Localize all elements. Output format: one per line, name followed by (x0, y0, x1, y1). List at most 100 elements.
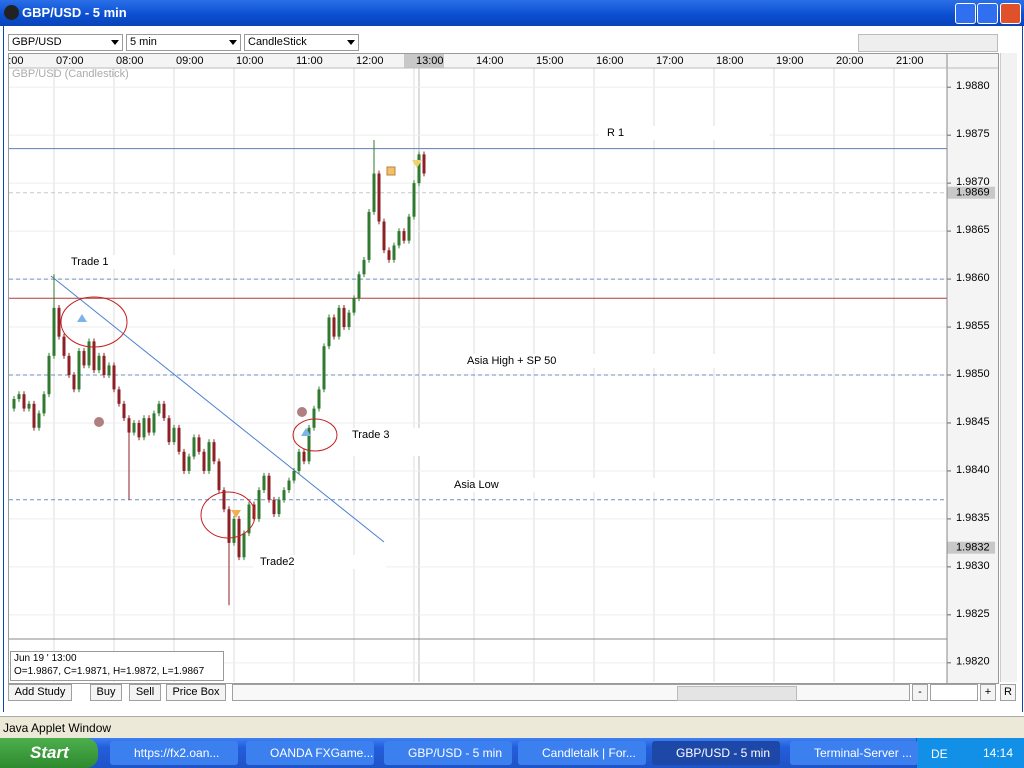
candle-body (22, 394, 26, 409)
y-tick-label: 1.9865 (956, 224, 990, 236)
close-button[interactable] (1000, 3, 1021, 24)
candle-body (12, 398, 16, 409)
info-box: Jun 19 ' 13:00 O=1.9867, C=1.9871, H=1.9… (10, 651, 224, 681)
candle-body (387, 250, 391, 260)
y-tick-label: 1.9860 (956, 272, 990, 284)
candle-body (127, 418, 131, 433)
candle-body (222, 490, 226, 510)
info-date: Jun 19 ' 13:00 (14, 653, 77, 664)
price-marker-label: 1.9832 (956, 542, 990, 554)
candle-body (417, 154, 421, 184)
candle-body (332, 317, 336, 337)
taskbar-item[interactable]: Terminal-Server ... (790, 741, 918, 765)
symbol-select[interactable]: GBP/USD (8, 34, 123, 51)
candle-body (207, 442, 211, 471)
interval-select[interactable]: 5 min (126, 34, 241, 51)
candle-body (172, 427, 176, 443)
level-label: R 1 (607, 127, 624, 139)
candle-body (112, 365, 116, 390)
status-bar: Java Applet Window (0, 716, 1024, 739)
candle-body (322, 346, 326, 390)
price-marker-label: 1.9869 (956, 187, 990, 199)
zoom-slider[interactable] (930, 684, 978, 701)
horizontal-scrollbar[interactable] (232, 684, 910, 701)
candle-body (62, 336, 66, 356)
window-client (3, 26, 1023, 712)
time-axis-strip (9, 54, 998, 68)
add-study-button[interactable]: Add Study (8, 684, 72, 701)
x-tick-label: 19:00 (776, 55, 804, 67)
taskbar-item[interactable]: GBP/USD - 5 min (384, 741, 512, 765)
reset-button[interactable]: R (1000, 684, 1016, 701)
price-axis-strip (947, 54, 998, 683)
candle-body (372, 173, 376, 212)
candle-body (27, 403, 31, 409)
candle-body (122, 403, 126, 419)
chart: GBP/USD (Candlestick) R 1 Asia High + SP… (9, 54, 998, 683)
info-ohlc: O=1.9867, C=1.9871, H=1.9872, L=1.9867 (14, 666, 205, 677)
x-tick-label: 15:00 (536, 55, 564, 67)
taskbar-item[interactable]: GBP/USD - 5 min (652, 741, 780, 765)
style-select[interactable]: CandleStick (244, 34, 359, 51)
maximize-button[interactable] (977, 3, 998, 24)
sell-marker (231, 510, 241, 518)
candle-body (277, 499, 281, 515)
x-tick-label: 07:00 (56, 55, 84, 67)
x-tick-label: 12:00 (356, 55, 384, 67)
scroll-thumb[interactable] (677, 686, 797, 701)
app-icon (4, 5, 19, 20)
sell-marker (412, 160, 422, 168)
zoom-in-button[interactable]: + (980, 684, 996, 701)
candle-body (337, 307, 341, 337)
trade-circle (60, 296, 128, 348)
candle-body (227, 509, 231, 543)
y-tick-label: 1.9880 (956, 80, 990, 92)
zoom-out-button[interactable]: - (912, 684, 928, 701)
candle-body (72, 375, 76, 390)
candle-body (392, 245, 396, 260)
label-box (459, 354, 769, 368)
candle-body (342, 307, 346, 328)
taskbar-item[interactable]: https://fx2.oan... (110, 741, 238, 765)
candle-body (67, 355, 71, 375)
candle-body (217, 461, 221, 491)
price-marker (947, 541, 995, 554)
y-tick-label: 1.9825 (956, 608, 990, 620)
taskbar-item[interactable]: OANDA FXGame... (246, 741, 374, 765)
price-box-button[interactable]: Price Box (166, 684, 226, 701)
candle-body (422, 154, 426, 174)
candle-body (117, 389, 121, 404)
annotation: Trade 3 (352, 429, 390, 441)
x-tick-label: 21:00 (896, 55, 924, 67)
vertical-scrollbar[interactable] (1000, 53, 1017, 682)
candle-body (292, 470, 296, 481)
candle-body (92, 341, 96, 371)
candle-body (147, 418, 151, 433)
chart-frame: GBP/USD (Candlestick) R 1 Asia High + SP… (8, 53, 999, 684)
buy-button[interactable]: Buy (90, 684, 122, 701)
candle-body (242, 533, 246, 558)
candle-body (82, 351, 86, 366)
candle-body (262, 475, 266, 491)
minimize-button[interactable] (955, 3, 976, 24)
candle-body (157, 403, 161, 414)
start-button[interactable]: Start (0, 738, 98, 768)
y-tick-label: 1.9855 (956, 320, 990, 332)
candle-body (347, 312, 351, 328)
level-label: Asia Low (454, 479, 499, 491)
taskbar-item[interactable]: Candletalk | For... (518, 741, 646, 765)
candle-body (282, 490, 286, 500)
candle-body (197, 437, 201, 452)
candle-body (152, 413, 156, 433)
candle-body (297, 451, 301, 471)
candle-body (402, 231, 406, 241)
sell-button[interactable]: Sell (129, 684, 161, 701)
drawing-tools[interactable] (858, 34, 998, 52)
candle-body (102, 355, 106, 375)
y-tick-label: 1.9875 (956, 128, 990, 140)
candle-body (302, 451, 306, 462)
candle-body (107, 365, 111, 375)
exit-marker (297, 407, 307, 417)
candle-body (132, 422, 136, 433)
candle-body (407, 216, 411, 241)
